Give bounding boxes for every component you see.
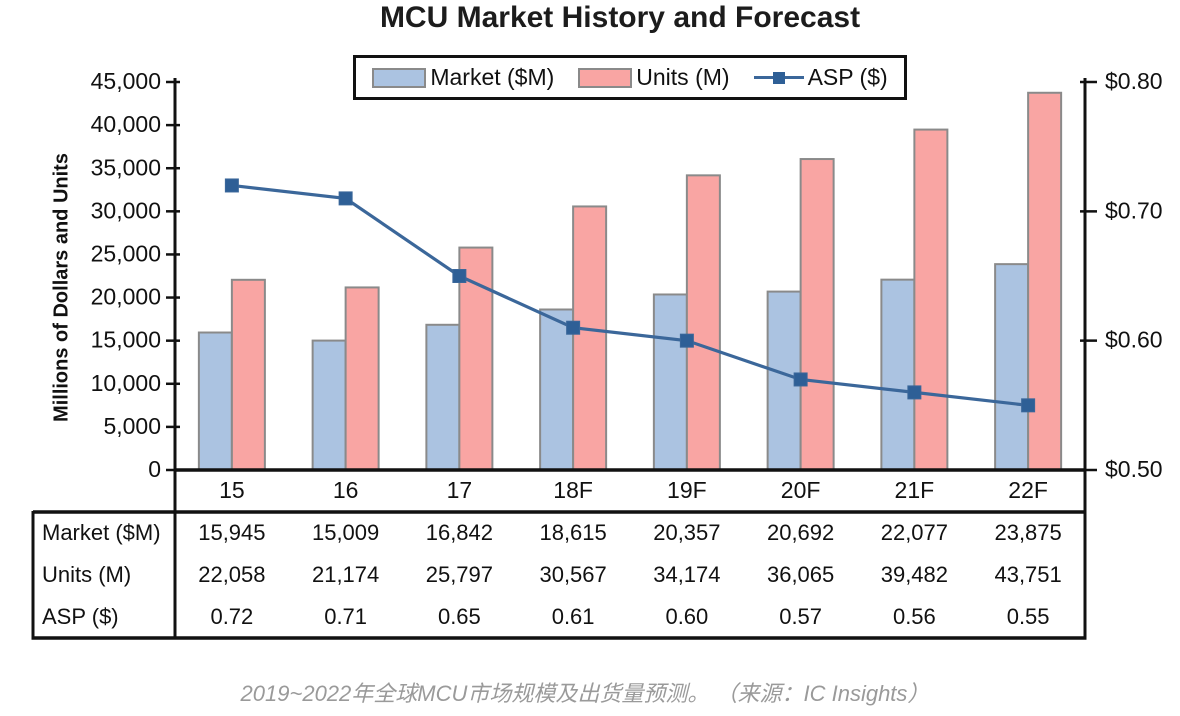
asp-marker-20F — [793, 372, 808, 387]
table-cell-r1-17: 25,797 — [426, 562, 493, 587]
chart-title: MCU Market History and Forecast — [379, 1, 861, 34]
legend-label-market: Market ($M) — [430, 64, 555, 90]
units-bar-21F — [913, 128, 949, 471]
market-bar-15 — [197, 331, 233, 472]
figure-caption: 2019~2022年全球MCU市场规模及出货量预测。 （来源：IC Insigh… — [240, 681, 930, 706]
x-tick-label-17: 17 — [447, 477, 473, 503]
asp-marker-16 — [338, 191, 353, 206]
units-bar-20F — [799, 158, 835, 471]
table-cell-r2-17: 0.65 — [438, 604, 481, 629]
x-tick-label-18F: 18F — [553, 477, 593, 503]
asp-marker-21F — [907, 385, 922, 400]
left-axis-tick-label: 10,000 — [91, 370, 161, 396]
table-cell-r0-20F: 20,692 — [767, 520, 834, 545]
table-cell-r1-21F: 39,482 — [881, 562, 948, 587]
left-axis-tick-label: 20,000 — [91, 284, 161, 310]
table-cell-r2-16: 0.71 — [324, 604, 367, 629]
table-row-header-1: Units (M) — [42, 562, 131, 587]
table-cell-r0-21F: 22,077 — [881, 520, 948, 545]
table-cell-r0-16: 15,009 — [312, 520, 379, 545]
units-bar-22F — [1027, 91, 1063, 471]
units-bar-swatch-icon — [578, 67, 633, 88]
units-bar-15 — [230, 278, 266, 472]
market-bar-19F — [652, 293, 688, 471]
table-cell-r0-18F: 18,615 — [539, 520, 606, 545]
market-bar-swatch-icon — [372, 67, 427, 88]
left-axis-tick-label: 0 — [148, 456, 161, 482]
table-cell-r1-18F: 30,567 — [539, 562, 606, 587]
right-axis-tick-label: $0.70 — [1105, 197, 1163, 223]
units-bar-19F — [685, 174, 721, 471]
units-bar-18F — [572, 205, 608, 472]
table-row-header-0: Market ($M) — [42, 520, 161, 545]
market-bar-21F — [880, 278, 916, 471]
table-cell-r1-19F: 34,174 — [653, 562, 720, 587]
x-tick-label-20F: 20F — [781, 477, 821, 503]
legend-item-asp: ASP ($) — [753, 64, 888, 91]
chart-legend: Market ($M) Units (M) ASP ($) — [353, 55, 907, 100]
left-axis-title: Millions of Dollars and Units — [50, 153, 73, 422]
legend-item-units: Units (M) — [578, 64, 730, 91]
asp-marker-22F — [1021, 398, 1036, 413]
x-tick-label-15: 15 — [219, 477, 245, 503]
left-axis-tick-label: 45,000 — [91, 68, 161, 94]
x-tick-label-19F: 19F — [667, 477, 707, 503]
table-cell-r2-15: 0.72 — [210, 604, 253, 629]
x-tick-label-21F: 21F — [895, 477, 935, 503]
table-cell-r0-19F: 20,357 — [653, 520, 720, 545]
table-cell-r0-17: 16,842 — [426, 520, 493, 545]
asp-marker-17 — [452, 269, 467, 283]
table-cell-r2-19F: 0.60 — [665, 604, 708, 629]
market-bar-16 — [311, 339, 347, 472]
left-axis-tick-label: 40,000 — [91, 111, 161, 137]
left-axis-tick-label: 25,000 — [91, 241, 161, 267]
left-axis-tick-label: 30,000 — [91, 197, 161, 223]
left-axis-tick-label: 5,000 — [103, 413, 161, 439]
right-axis-tick-label: $0.80 — [1105, 68, 1163, 94]
left-axis-tick-label: 15,000 — [91, 327, 161, 353]
table-cell-r2-20F: 0.57 — [779, 604, 822, 629]
table-cell-r1-16: 21,174 — [312, 562, 379, 587]
legend-label-asp: ASP ($) — [807, 64, 888, 90]
table-cell-r1-22F: 43,751 — [994, 562, 1061, 587]
table-cell-r2-21F: 0.56 — [893, 604, 936, 629]
market-bar-18F — [539, 308, 575, 472]
table-cell-r1-20F: 36,065 — [767, 562, 834, 587]
asp-marker-15 — [224, 178, 239, 193]
market-bar-22F — [994, 263, 1030, 471]
table-cell-r2-18F: 0.61 — [552, 604, 595, 629]
table-cell-r0-22F: 23,875 — [994, 520, 1061, 545]
asp-line-swatch-icon — [753, 68, 804, 88]
legend-item-market: Market ($M) — [372, 64, 554, 91]
x-tick-label-22F: 22F — [1008, 477, 1048, 503]
left-axis-tick-label: 35,000 — [91, 154, 161, 180]
right-axis-tick-label: $0.50 — [1105, 456, 1163, 482]
asp-marker-18F — [566, 320, 581, 335]
asp-line — [231, 183, 1029, 407]
table-cell-r0-15: 15,945 — [198, 520, 265, 545]
table-cell-r2-22F: 0.55 — [1007, 604, 1050, 629]
right-axis-tick-label: $0.60 — [1105, 327, 1163, 353]
units-bar-16 — [344, 286, 380, 472]
market-bar-17 — [425, 323, 461, 472]
legend-label-units: Units (M) — [636, 64, 730, 90]
x-tick-label-16: 16 — [333, 477, 359, 503]
table-row-header-2: ASP ($) — [42, 604, 119, 629]
asp-marker-19F — [679, 333, 694, 348]
table-cell-r1-15: 22,058 — [198, 562, 265, 587]
